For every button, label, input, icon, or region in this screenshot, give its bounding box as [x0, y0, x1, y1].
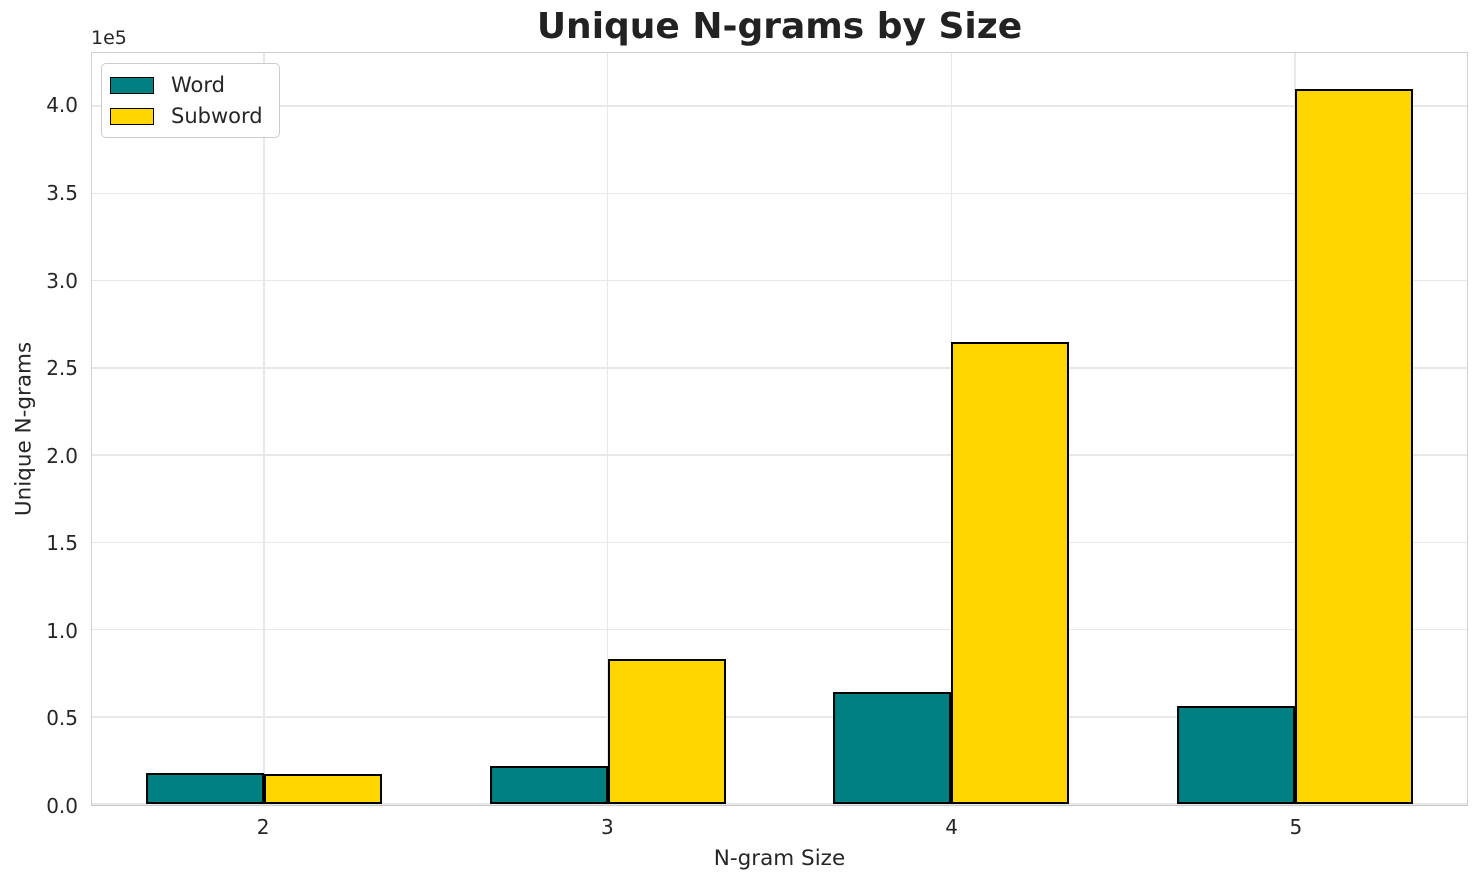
y-tick-label: 2.5 — [46, 356, 78, 381]
bar-subword-3 — [607, 659, 726, 804]
y-gridline — [92, 454, 1467, 456]
x-tick-label: 2 — [256, 815, 270, 839]
x-gridline — [606, 53, 609, 804]
x-axis-ticks: 2 3 4 5 — [91, 815, 1468, 843]
legend-swatch-subword — [110, 107, 154, 125]
y-tick-label: 0.5 — [46, 706, 78, 731]
x-tick-label: 5 — [1289, 815, 1303, 839]
bar-word-5 — [1177, 706, 1296, 804]
legend-item-word: Word — [110, 73, 263, 97]
legend-item-subword: Subword — [110, 104, 263, 128]
y-gridline — [92, 279, 1467, 282]
y-tick-label: 3.5 — [46, 180, 78, 205]
y-tick-label: 1.0 — [46, 618, 78, 643]
y-axis-offset-label: 1e5 — [91, 27, 127, 49]
y-tick-label: 2.0 — [46, 443, 78, 468]
bar-subword-5 — [1295, 88, 1414, 804]
chart-title: Unique N-grams by Size — [536, 6, 1023, 47]
y-gridline — [92, 367, 1467, 369]
y-axis-ticks: 0.0 0.5 1.0 1.5 2.0 2.5 3.0 3.5 4.0 — [0, 52, 82, 818]
y-gridline — [92, 192, 1467, 195]
bar-word-3 — [489, 765, 608, 804]
x-gridline — [263, 53, 265, 804]
y-gridline — [92, 803, 1467, 805]
x-axis-label: N-gram Size — [713, 846, 846, 871]
legend-label: Subword — [171, 104, 263, 128]
y-gridline — [92, 716, 1467, 718]
legend-label: Word — [171, 73, 225, 97]
y-tick-label: 3.0 — [46, 268, 78, 293]
plot-area: Word Subword — [91, 52, 1468, 806]
x-tick-label: 4 — [945, 815, 958, 839]
x-tick-label: 3 — [601, 815, 614, 839]
bar-subword-4 — [951, 341, 1070, 804]
y-tick-label: 0.0 — [46, 794, 78, 818]
y-gridline — [92, 628, 1467, 631]
bar-subword-2 — [263, 774, 382, 804]
legend: Word Subword — [101, 63, 280, 138]
y-tick-label: 1.5 — [46, 531, 78, 556]
bar-word-4 — [833, 692, 952, 804]
y-tick-label: 4.0 — [46, 93, 78, 118]
y-gridline — [92, 105, 1467, 107]
bar-word-2 — [145, 772, 264, 804]
legend-swatch-word — [110, 76, 154, 94]
y-gridline — [92, 541, 1467, 544]
